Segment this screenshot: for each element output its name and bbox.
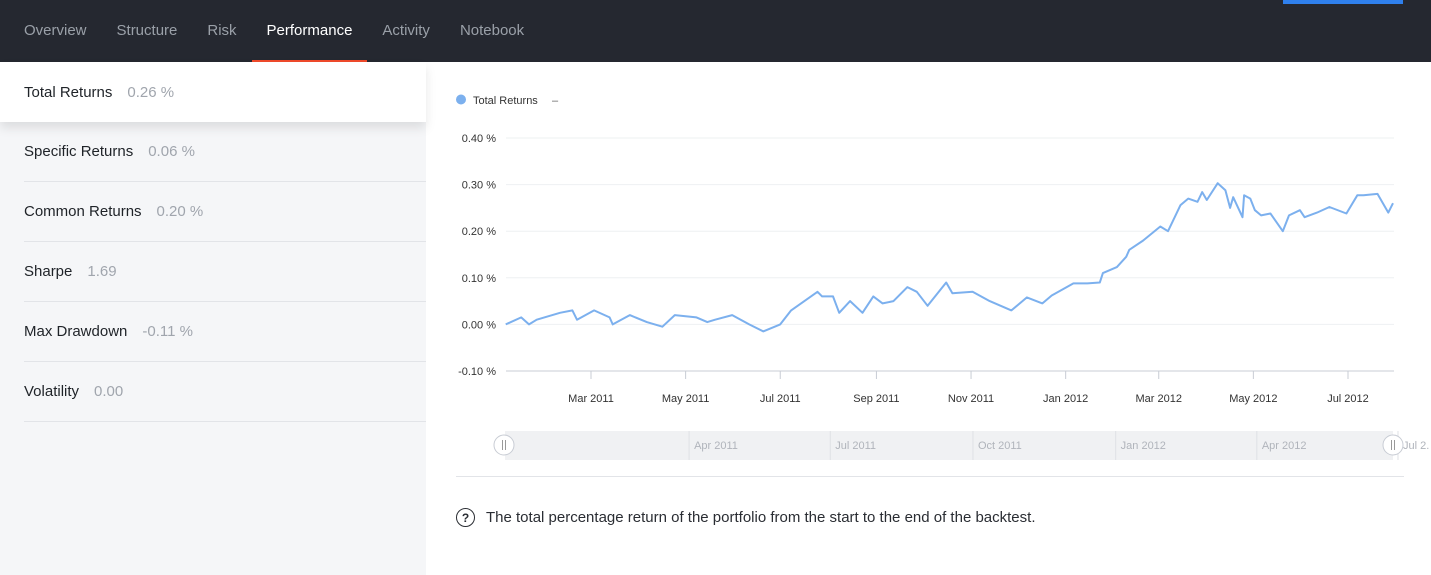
question-icon: ? — [456, 508, 475, 527]
y-tick-label: -0.10 % — [458, 366, 496, 378]
metric-max-drawdown[interactable]: Max Drawdown -0.11 % — [24, 302, 426, 362]
navigator-track — [505, 431, 1393, 460]
metric-volatility[interactable]: Volatility 0.00 — [24, 362, 426, 422]
y-tick-label: 0.20 % — [462, 226, 496, 238]
metric-total-returns[interactable]: Total Returns 0.26 % — [0, 62, 426, 122]
navigator-right-handle[interactable] — [1382, 434, 1404, 456]
x-tick-label: Sep 2011 — [853, 393, 899, 405]
x-tick-label: May 2011 — [662, 393, 710, 405]
metric-label: Common Returns — [24, 203, 142, 220]
chart-legend[interactable]: Total Returns – — [456, 94, 559, 108]
x-tick-label: Jul 2012 — [1327, 393, 1369, 405]
legend-value: – — [552, 95, 559, 107]
x-tick-label: Mar 2011 — [568, 393, 614, 405]
y-tick-label: 0.10 % — [462, 273, 496, 285]
metric-value: 0.06 % — [148, 143, 195, 160]
top-action-button[interactable] — [1283, 0, 1403, 4]
tab-risk[interactable]: Risk — [207, 22, 237, 39]
metric-label: Total Returns — [24, 83, 113, 101]
metric-specific-returns[interactable]: Specific Returns 0.06 % — [24, 122, 426, 182]
y-tick-label: 0.40 % — [462, 133, 496, 145]
tab-notebook[interactable]: Notebook — [459, 22, 525, 39]
x-tick-label: Jan 2012 — [1043, 393, 1088, 405]
metric-value: 0.20 % — [156, 203, 204, 220]
y-tick-label: 0.00 % — [462, 319, 496, 331]
help-text: The total percentage return of the portf… — [486, 509, 1036, 526]
tab-performance[interactable]: Performance — [251, 0, 368, 62]
tab-activity[interactable]: Activity — [382, 22, 430, 39]
range-navigator[interactable]: Apr 2011 Jul 2011 Oct 2011 Jan 2012 Apr 2012… — [493, 431, 1429, 460]
metrics-sidebar: Total Returns 0.26 % Specific Returns 0.… — [0, 62, 426, 575]
top-nav-bar: Overview Structure Risk Performance Acti… — [0, 0, 1431, 62]
metric-common-returns[interactable]: Common Returns 0.20 % — [24, 182, 426, 242]
navigator-left-handle[interactable] — [493, 434, 515, 456]
metric-value: 0.26 % — [127, 83, 175, 101]
x-tick-label: Jul 2011 — [760, 393, 801, 405]
y-tick-label: 0.30 % — [462, 180, 496, 192]
metric-description: ? The total percentage return of the por… — [456, 508, 1036, 527]
x-tick-label: Mar 2012 — [1135, 393, 1181, 405]
metric-label: Volatility — [24, 383, 80, 400]
metric-label: Sharpe — [24, 263, 73, 280]
metric-label: Max Drawdown — [24, 323, 128, 340]
tab-bar: Overview Structure Risk Performance Acti… — [0, 0, 539, 62]
navigator-label: Jan 2012 — [1121, 440, 1166, 452]
navigator-label: Apr 2012 — [1262, 440, 1307, 452]
tab-structure[interactable]: Structure — [116, 22, 178, 39]
divider — [456, 476, 1404, 477]
tab-overview[interactable]: Overview — [24, 22, 87, 39]
x-tick-label: Nov 2011 — [948, 393, 994, 405]
metric-label: Specific Returns — [24, 143, 134, 160]
legend-marker — [456, 94, 466, 105]
metric-value: 1.69 — [87, 263, 117, 280]
metric-value: -0.11 % — [142, 323, 193, 340]
x-tick-label: May 2012 — [1229, 393, 1277, 405]
total-returns-chart: Total Returns – 0.40 % 0.30 % 0.20 % 0.10 %… — [456, 94, 1429, 460]
navigator-label: Oct 2011 — [978, 440, 1022, 452]
navigator-label: Apr 2011 — [694, 440, 738, 452]
navigator-label: Jul 2. — [1403, 440, 1429, 452]
total-returns-line — [505, 182, 1394, 333]
metric-sharpe[interactable]: Sharpe 1.69 — [24, 242, 426, 302]
navigator-label: Jul 2011 — [835, 440, 876, 452]
legend-label: Total Returns — [473, 95, 538, 107]
metric-value: 0.00 — [94, 383, 124, 400]
